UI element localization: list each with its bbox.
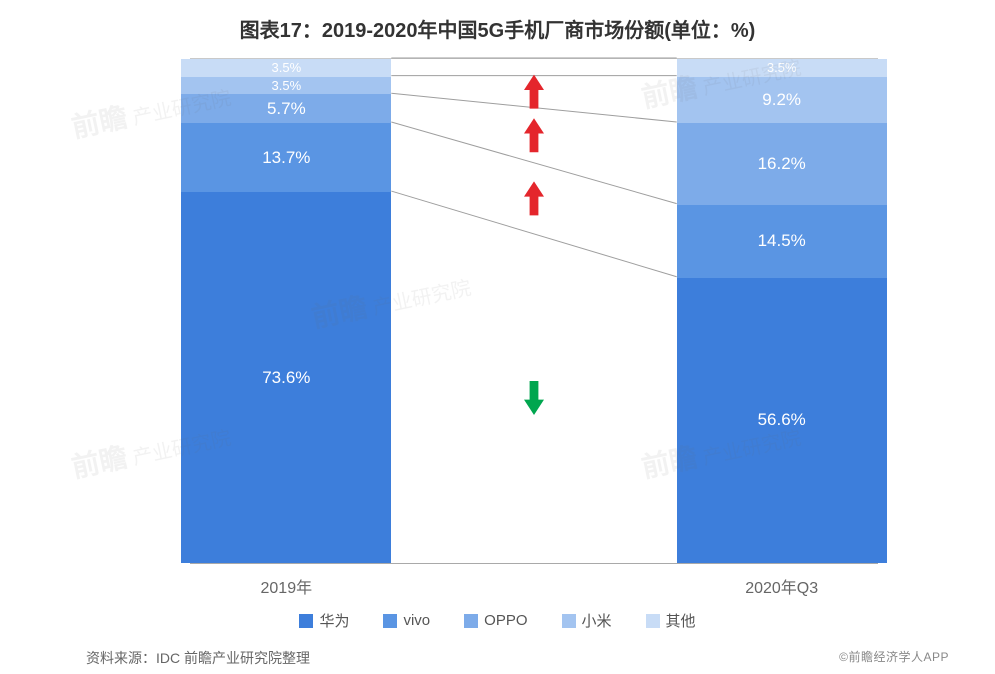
chart-wrap: 图表17：2019-2020年中国5G手机厂商市场份额(单位：%) 73.6% 1… <box>0 0 995 674</box>
plot-area: 73.6% 13.7% 5.7% 3.5% 3.5% 56.6% 14.5% 16.2% 9.2… <box>190 58 878 564</box>
seg-label: 3.5% <box>272 60 302 75</box>
seg-label: 9.2% <box>762 90 801 110</box>
legend-swatch <box>646 614 660 628</box>
seg-c2020q3-vivo: 14.5% <box>677 205 887 278</box>
legend-item-xiaomi: 小米 <box>562 610 612 631</box>
xlabel-c2020q3: 2020年Q3 <box>682 574 882 598</box>
legend-swatch <box>299 614 313 628</box>
bar-c2019: 73.6% 13.7% 5.7% 3.5% 3.5% <box>181 59 391 563</box>
legend-item-huawei: 华为 <box>299 610 349 631</box>
legend-item-other: 其他 <box>646 610 696 631</box>
seg-c2020q3-huawei: 56.6% <box>677 278 887 563</box>
source-text: 资料来源：IDC 前瞻产业研究院整理 <box>86 648 310 668</box>
seg-c2019-xiaomi: 3.5% <box>181 77 391 95</box>
seg-c2019-huawei: 73.6% <box>181 192 391 563</box>
legend-label: OPPO <box>484 612 527 629</box>
legend-label: 其他 <box>666 610 696 631</box>
seg-label: 16.2% <box>758 154 806 174</box>
legend-swatch <box>383 614 397 628</box>
legend-label: 小米 <box>582 610 612 631</box>
chart-title: 图表17：2019-2020年中国5G手机厂商市场份额(单位：%) <box>0 14 995 43</box>
seg-label: 3.5% <box>272 78 302 93</box>
legend-label: vivo <box>403 612 430 629</box>
legend-item-oppo: OPPO <box>464 612 527 629</box>
seg-label: 5.7% <box>267 99 306 119</box>
seg-label: 3.5% <box>767 60 797 75</box>
xlabel-c2019: 2019年 <box>186 574 386 598</box>
bar-c2020q3: 56.6% 14.5% 16.2% 9.2% 3.5% <box>677 59 887 563</box>
seg-c2020q3-oppo: 16.2% <box>677 123 887 205</box>
seg-label: 56.6% <box>758 410 806 430</box>
seg-c2020q3-other: 3.5% <box>677 59 887 77</box>
legend-item-vivo: vivo <box>383 612 430 629</box>
seg-c2020q3-xiaomi: 9.2% <box>677 77 887 123</box>
seg-c2019-other: 3.5% <box>181 59 391 77</box>
seg-label: 73.6% <box>262 368 310 388</box>
seg-c2019-oppo: 5.7% <box>181 94 391 123</box>
credit-text: ©前瞻经济学人APP <box>839 648 949 665</box>
seg-label: 14.5% <box>758 231 806 251</box>
seg-label: 13.7% <box>262 148 310 168</box>
legend-swatch <box>464 614 478 628</box>
seg-c2019-vivo: 13.7% <box>181 123 391 192</box>
legend-label: 华为 <box>319 610 349 631</box>
legend-swatch <box>562 614 576 628</box>
legend: 华为 vivo OPPO 小米 其他 <box>0 610 995 631</box>
